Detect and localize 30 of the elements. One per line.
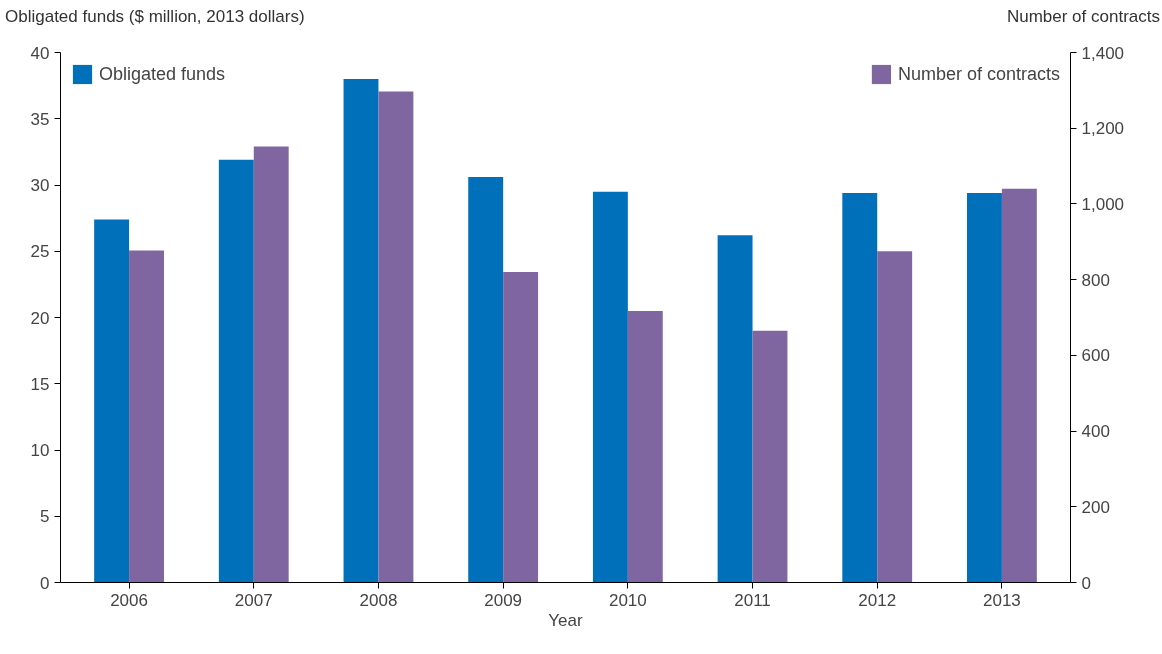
legend-label: Number of contracts [897,63,1060,85]
y-tick-label: 5 [40,507,50,527]
x-tick-label: 2010 [608,590,647,610]
x-tick-label: 2007 [234,590,273,610]
y-tick-label: 40 [30,43,50,63]
y-axis-title: Obligated funds ($ million, 2013 dollars) [5,6,305,28]
x-tick-label: 2008 [359,590,398,610]
y2-tick-label: 200 [1081,497,1110,517]
y-tick-label: 35 [30,109,50,129]
y-tick-label: 30 [30,176,50,195]
y2-tick-label: 1,000 [1081,194,1125,214]
y-tick-label: 25 [30,242,50,262]
y2-tick-label: 1,400 [1081,43,1125,63]
y-tick-label: 10 [30,441,50,460]
y2-tick-label: 0 [1081,573,1091,593]
y2-tick-label: 800 [1081,270,1110,290]
y2-tick-label: 1,200 [1081,119,1125,139]
x-tick-label: 2011 [734,590,771,610]
x-axis-title: Year [548,610,584,630]
y2-tick-label: 600 [1081,346,1110,366]
y-tick-label: 15 [30,374,50,394]
x-tick-label: 2009 [484,590,523,610]
legend-label: Obligated funds [99,63,226,85]
y-tick-label: 0 [40,573,50,593]
x-tick-label: 2006 [110,590,148,610]
y2-tick-label: 400 [1081,422,1110,442]
y2-axis-title: Number of contracts [1006,6,1160,28]
x-tick-label: 2013 [983,590,1021,610]
x-tick-label: 2012 [858,590,897,610]
y-tick-label: 20 [30,308,50,328]
